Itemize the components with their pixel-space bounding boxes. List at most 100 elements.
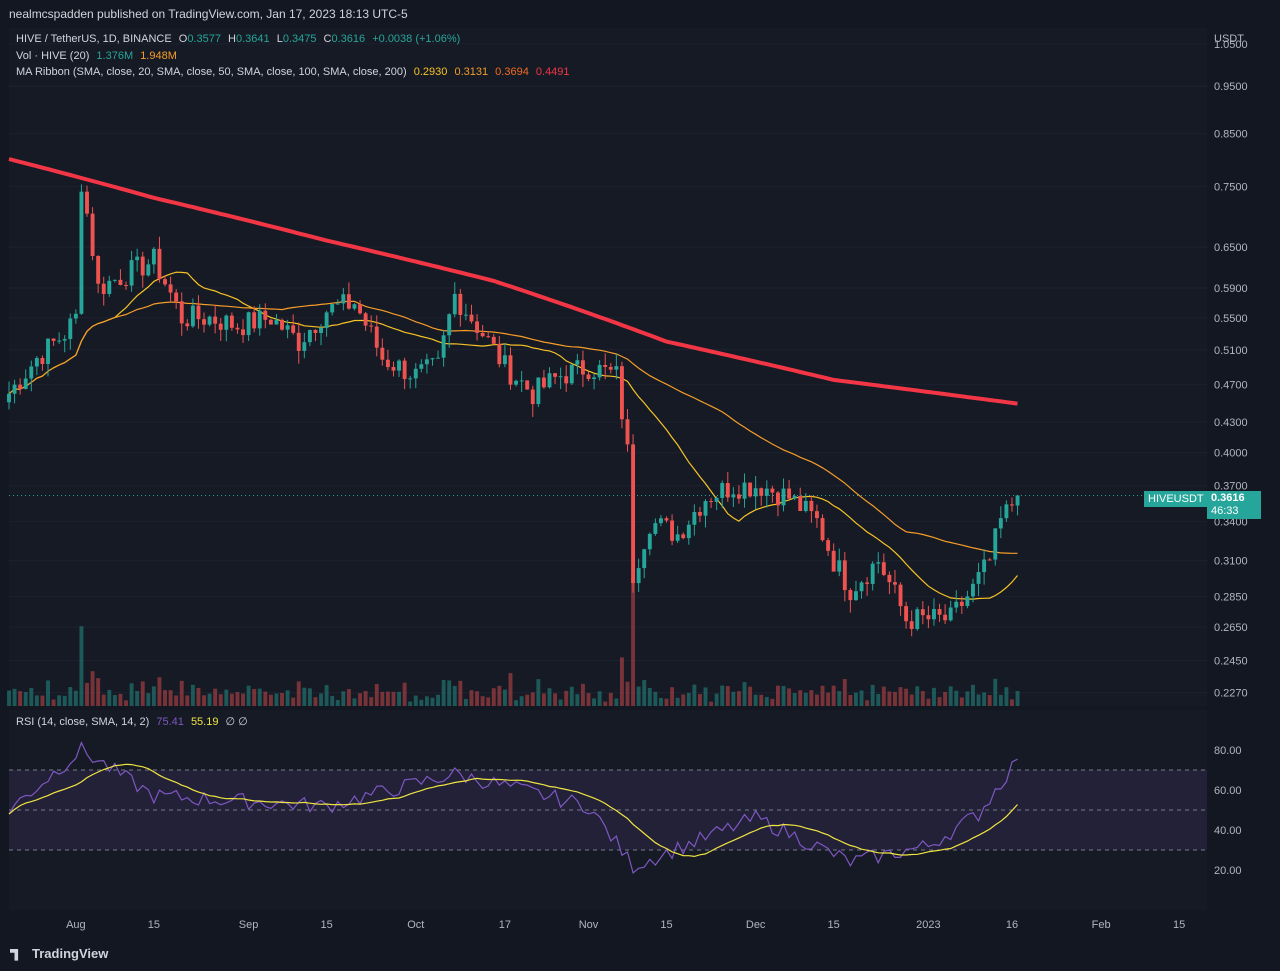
volume-bar [274,693,279,706]
volume-bar [229,693,234,706]
candle-body [842,560,847,591]
price-axis-currency: USDT [1214,33,1244,45]
candle-body [135,256,140,261]
candle-body [575,360,580,365]
candle-body [46,338,50,364]
volume-ma-value: 1.948M [140,50,177,62]
price-tick-7: 0.5100 [1214,345,1248,357]
candle-body [458,293,463,315]
candle-body [346,294,351,309]
volume-bar [224,689,229,706]
rsi-label[interactable]: RSI (14, close, SMA, 14, 2) [16,716,150,728]
ohlc-high: 0.3641 [235,33,270,45]
candle-body [252,312,257,329]
candle-body [826,540,831,551]
volume-bar [709,701,714,706]
candle-body [502,355,507,365]
candle-body [207,316,212,325]
volume-bar [909,694,914,706]
candle-body [285,325,290,330]
candle-body [859,582,864,592]
volume-bar [742,682,747,706]
candle-body [932,609,936,620]
candle-body [948,607,953,621]
volume-bar [319,693,323,706]
volume-bar [547,688,552,706]
volume-bar [324,685,329,706]
volume-bar [580,683,585,706]
candle-body [976,572,981,584]
candle-body [497,343,502,365]
candle-body [68,318,73,340]
candle-body [246,312,251,336]
volume-bar [692,684,697,706]
volume-label[interactable]: Vol · HIVE (20) [16,50,90,62]
candle-body [658,518,663,524]
volume-bar [887,691,892,706]
ma50-line [8,300,1018,554]
candle-body [274,319,279,325]
volume-bar [29,687,34,706]
candle-body [179,301,184,324]
volume-bar [603,701,608,706]
volume-bar [932,687,936,706]
volume-bar [40,695,45,706]
rsi-legend: RSI (14, close, SMA, 14, 2) 75.41 55.19 … [16,715,252,728]
volume-bar [920,691,925,706]
volume-bar [775,685,780,706]
price-tick-14: 0.2850 [1214,591,1248,603]
candle-body [965,596,970,606]
volume-bar [703,687,708,706]
volume-bar [569,686,574,706]
volume-bar [408,701,413,706]
publish-header: nealmcspadden published on TradingView.c… [0,0,1280,28]
candle-body [352,304,357,309]
candle-body [876,562,881,564]
candle-body [1004,504,1009,519]
volume-bar [241,693,245,706]
candle-body [670,520,675,541]
volume-value: 1.376M [96,50,134,62]
volume-bar [653,691,658,706]
rsi-pane[interactable] [9,710,1207,910]
volume-bar [619,657,624,706]
volume-bar [815,694,819,706]
volume-bar [452,685,457,706]
candle-body [514,380,519,385]
price-gridlines [9,43,1207,694]
price-tick-12: 0.3400 [1214,517,1248,529]
volume-bar [491,688,496,706]
rsi-value: 75.41 [156,716,184,728]
candle-body [419,364,424,369]
volume-bar [865,700,870,706]
time-label-13: 15 [1173,919,1185,931]
volume-bar [34,695,39,706]
countdown: 46:33 [1211,505,1239,517]
candle-body [129,260,134,286]
volume-bar [380,691,385,706]
rsi-tick-1: 60.00 [1214,785,1242,797]
candle-body [213,316,218,324]
ma-ribbon-label[interactable]: MA Ribbon (SMA, close, 20, SMA, close, 5… [16,66,407,78]
volume-bar [185,695,190,706]
volume-bar [391,691,396,706]
volume-bar [670,687,675,706]
candle-body [291,325,296,333]
symbol-line[interactable]: HIVE / TetherUS, 1D, BINANCE [16,33,172,45]
candle-body [1015,495,1020,506]
time-label-1: 15 [148,919,160,931]
time-label-8: Dec [746,919,766,931]
ma100-value: 0.3694 [495,66,529,78]
candle-body [926,615,931,620]
volume-bar [848,694,853,706]
candle-body [731,494,736,498]
ma200-value: 0.4491 [535,66,570,78]
volume-bar [90,671,95,706]
volume-bar [57,695,62,706]
price-pane[interactable] [9,28,1207,706]
time-label-0: Aug [66,919,86,931]
candle-body [592,377,597,380]
candle-body [374,326,379,348]
volume-bar [987,695,992,706]
